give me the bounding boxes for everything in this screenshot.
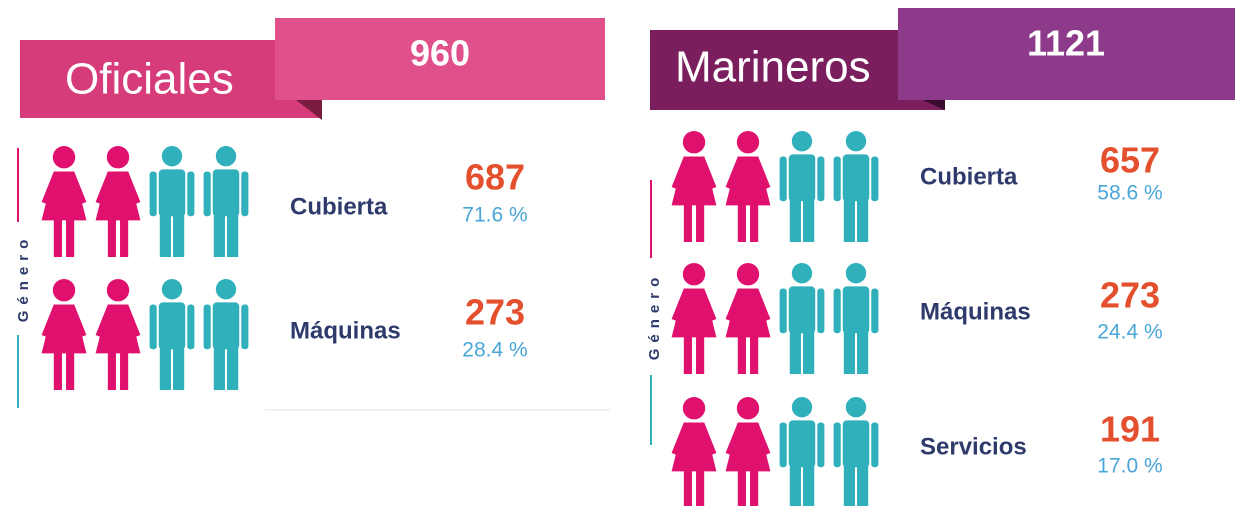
panel-title: Marineros xyxy=(675,43,871,92)
person-icon xyxy=(779,263,825,374)
row-count: 657 xyxy=(1100,140,1160,181)
row-label: Cubierta xyxy=(290,193,388,220)
total-box xyxy=(275,18,605,100)
row-percent: 24.4 % xyxy=(1097,321,1162,344)
row-label: Máquinas xyxy=(290,317,401,344)
person-icon xyxy=(41,279,87,390)
person-icon xyxy=(671,263,717,374)
title-ribbon xyxy=(650,30,945,110)
ribbon-fold xyxy=(296,100,322,120)
total-box xyxy=(898,8,1235,100)
row-count: 687 xyxy=(465,157,525,198)
person-icon xyxy=(779,397,825,506)
person-icon xyxy=(41,146,87,257)
row-percent: 71.6 % xyxy=(462,204,527,227)
row-count: 191 xyxy=(1100,409,1160,450)
person-icon xyxy=(725,397,771,506)
row-count: 273 xyxy=(1100,275,1160,316)
panel-title: Oficiales xyxy=(65,55,234,104)
axis-label: Género xyxy=(646,272,663,361)
row-label: Cubierta xyxy=(920,163,1018,190)
axis-label: Género xyxy=(15,234,32,323)
person-icon xyxy=(833,131,879,242)
person-icon xyxy=(149,146,195,257)
row-percent: 17.0 % xyxy=(1097,455,1162,478)
row-count: 273 xyxy=(465,292,525,333)
row-percent: 58.6 % xyxy=(1097,182,1162,205)
person-icon xyxy=(671,131,717,242)
person-icon xyxy=(725,131,771,242)
person-icon xyxy=(671,397,717,506)
person-icon xyxy=(95,279,141,390)
person-icon xyxy=(725,263,771,374)
panel-total: 1121 xyxy=(1027,23,1105,64)
title-ribbon xyxy=(20,40,322,118)
person-icon xyxy=(203,279,249,390)
person-icon xyxy=(833,263,879,374)
person-icon xyxy=(203,146,249,257)
row-percent: 28.4 % xyxy=(462,339,527,362)
person-icon xyxy=(779,131,825,242)
panel-total: 960 xyxy=(410,33,470,74)
row-label: Máquinas xyxy=(920,298,1031,325)
row-label: Servicios xyxy=(920,433,1027,460)
person-icon xyxy=(833,397,879,506)
person-icon xyxy=(149,279,195,390)
person-icon xyxy=(95,146,141,257)
